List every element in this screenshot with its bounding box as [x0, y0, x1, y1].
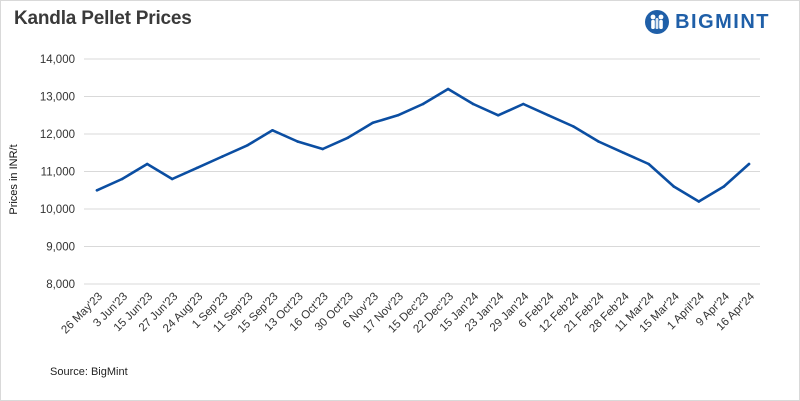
logo-text: BIGMINT [675, 10, 770, 33]
data-point [471, 102, 475, 106]
data-point [170, 177, 174, 181]
chart-title: Kandla Pellet Prices [14, 8, 192, 29]
data-point [597, 140, 600, 143]
y-tick-label: 10,000 [40, 204, 75, 216]
data-point [697, 200, 701, 203]
series-layer [95, 87, 751, 203]
data-point [747, 162, 751, 166]
data-point [622, 151, 625, 155]
data-point [221, 155, 224, 158]
y-tick-label: 12,000 [40, 129, 75, 141]
data-point [572, 125, 575, 128]
y-tick-label: 8,000 [46, 279, 75, 291]
y-tick-label: 9,000 [46, 242, 75, 254]
data-point [446, 87, 450, 91]
data-point [95, 188, 99, 192]
y-tick-label: 11,000 [41, 167, 75, 179]
data-point [246, 143, 249, 147]
data-point [196, 166, 199, 170]
data-point [522, 102, 525, 106]
data-point [145, 162, 149, 166]
data-point [120, 177, 124, 181]
data-point [321, 147, 324, 151]
y-tick-label: 13,000 [40, 92, 75, 104]
y-tick-label: 14,000 [40, 54, 75, 66]
data-point [371, 121, 375, 125]
data-point [396, 113, 400, 117]
source-note: Source: BigMint [50, 366, 128, 378]
data-point [722, 185, 726, 188]
data-point [672, 185, 676, 188]
data-point [271, 128, 274, 132]
y-axis-ticks: 8,000 9,000 10,000 11,000 12,000 13,000 14,000 [40, 54, 75, 291]
people-circle-icon [645, 10, 670, 34]
data-point [647, 162, 650, 166]
data-point [421, 102, 425, 106]
data-point [296, 140, 299, 143]
price-series-line [95, 87, 751, 203]
data-point [547, 113, 550, 117]
bigmint-logo: BIGMINT [644, 8, 770, 36]
y-axis-label: Prices in INR/t [8, 144, 20, 214]
grid-lines [84, 58, 760, 285]
data-point [496, 113, 500, 117]
data-point [346, 136, 350, 140]
